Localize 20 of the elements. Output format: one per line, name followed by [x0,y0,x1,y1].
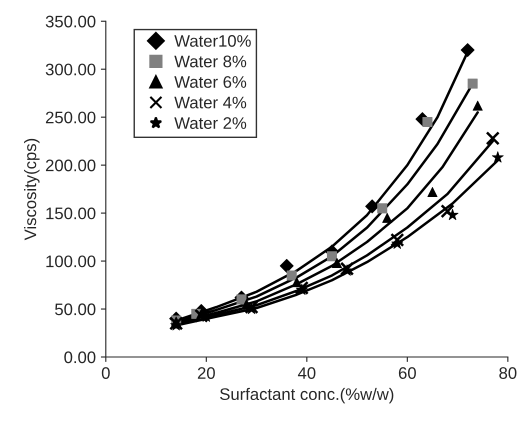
y-tick-label: 50.00 [55,303,96,316]
y-tick-label: 350.00 [46,16,96,28]
legend-label: Water 2% [174,117,246,129]
y-tick-label: 250.00 [46,112,96,124]
x-tick-label: 80 [499,367,516,379]
y-axis-title: Viscosity(cps) [24,138,40,240]
y-tick-label: 0.00 [64,351,96,364]
y-tick-label: 300.00 [46,64,96,76]
x-tick-label: 20 [198,367,215,379]
x-tick-label: 60 [398,367,416,379]
y-tick-label: 200.00 [46,160,96,172]
legend-label: Water 6% [174,76,246,88]
x-tick-label: 0 [102,367,110,379]
y-tick-label: 100.00 [46,255,96,268]
legend-label: Water 8% [174,56,246,68]
y-tick-label: 150.00 [46,208,96,220]
x-tick-label: 40 [298,367,316,379]
legend-label: Water10% [174,35,251,47]
x-axis-title: Surfactant conc.(%w/w) [220,388,394,404]
legend-label: Water 4% [174,96,246,108]
